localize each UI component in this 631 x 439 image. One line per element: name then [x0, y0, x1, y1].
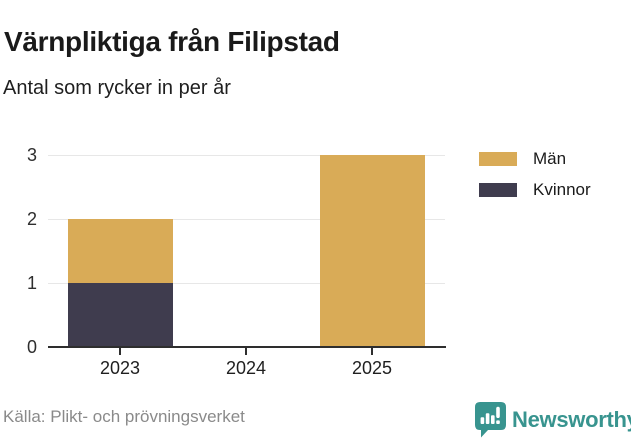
- chart-title: Värnpliktiga från Filipstad: [4, 25, 340, 57]
- legend: Män Kvinnor: [479, 149, 591, 200]
- legend-swatch-män: [479, 152, 517, 166]
- newsworthy-bubble-chart-icon: [475, 402, 506, 438]
- bar-segment-kvinnor-2023: [67, 283, 173, 347]
- gridline-y3: [48, 154, 445, 156]
- bar-segment-män-2025: [319, 155, 425, 347]
- legend-label-kvinnor: Kvinnor: [533, 180, 591, 199]
- newsworthy-wordmark: Newsworthy: [512, 406, 631, 432]
- legend-item-kvinnor: Kvinnor: [479, 180, 591, 200]
- source-note: Källa: Plikt- och prövningsverket: [3, 407, 245, 426]
- legend-label-män: Män: [533, 149, 567, 168]
- x-tick-2023: [119, 348, 121, 355]
- y-tick-label: 0: [26, 337, 37, 357]
- plot-area: [48, 154, 445, 347]
- x-tick-2024: [245, 348, 247, 355]
- x-tick-2025: [371, 348, 373, 355]
- x-tick-label-2023: 2023: [99, 358, 141, 378]
- legend-item-män: Män: [479, 149, 591, 169]
- newsworthy-logo: Newsworthy: [474, 401, 631, 438]
- y-tick-label: 2: [26, 209, 37, 229]
- gridline-y1: [48, 282, 445, 284]
- y-tick-label: 3: [26, 145, 37, 165]
- x-axis-line: [48, 346, 446, 348]
- bar-segment-män-2023: [67, 219, 173, 283]
- x-tick-label-2025: 2025: [351, 358, 393, 378]
- legend-swatch-kvinnor: [479, 183, 517, 197]
- gridline-y2: [48, 218, 445, 220]
- y-tick-label: 1: [26, 273, 37, 293]
- chart-subtitle: Antal som rycker in per år: [3, 77, 231, 99]
- x-tick-label-2024: 2024: [225, 358, 267, 378]
